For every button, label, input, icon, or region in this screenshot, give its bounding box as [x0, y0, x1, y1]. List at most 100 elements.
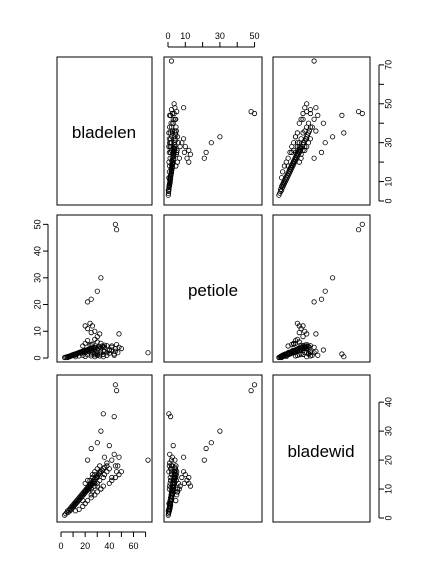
- point-bladelen-vs-petiole-94: [187, 148, 191, 152]
- left-axis-petiole-label-1: 10: [32, 326, 42, 336]
- point-bladewid-vs-bladelen-100: [89, 446, 93, 450]
- point-bladelen-vs-petiole-104: [249, 109, 253, 113]
- point-bladelen-vs-petiole-105: [169, 59, 173, 63]
- point-bladelen-vs-bladewid-77: [306, 121, 310, 125]
- diag-label-bladelen: bladelen: [72, 123, 136, 142]
- point-bladelen-vs-bladewid-107: [342, 131, 346, 135]
- point-bladelen-vs-petiole-80: [177, 156, 181, 160]
- point-bladelen-vs-bladewid-100: [319, 150, 323, 154]
- diag-label-petiole: petiole: [188, 281, 238, 300]
- point-bladelen-vs-petiole-92: [185, 156, 189, 160]
- point-bladewid-vs-petiole-99: [202, 458, 206, 462]
- point-bladewid-vs-bladelen-66: [101, 484, 105, 488]
- point-bladelen-vs-bladewid-102: [330, 135, 334, 139]
- point-petiole-vs-bladelen-80: [85, 338, 89, 342]
- point-bladelen-vs-petiole-106: [181, 106, 185, 110]
- point-bladewid-vs-petiole-102: [218, 429, 222, 433]
- bottom-axis-bladelen-label-4: 40: [104, 541, 114, 551]
- point-petiole-vs-bladelen-94: [90, 324, 94, 328]
- top-axis-petiole-label-1: 10: [180, 31, 190, 41]
- point-petiole-vs-bladewid-101: [323, 289, 327, 293]
- point-bladelen-vs-bladewid-113: [312, 117, 316, 121]
- point-bladewid-vs-bladelen-104: [114, 388, 118, 392]
- point-bladewid-vs-bladelen-110: [112, 452, 116, 456]
- bottom-axis-bladelen-label-0: 0: [58, 541, 63, 551]
- point-bladewid-vs-bladelen-117: [95, 467, 99, 471]
- point-petiole-vs-bladelen-102: [99, 276, 103, 280]
- point-bladewid-vs-petiole-103: [252, 383, 256, 387]
- point-bladelen-vs-petiole-98: [182, 150, 186, 154]
- point-bladewid-vs-bladelen-76: [105, 470, 109, 474]
- right-axis-bladelen-label-3: 30: [383, 138, 393, 148]
- diag-label-bladewid: bladewid: [287, 442, 354, 461]
- point-petiole-vs-bladelen-79: [83, 341, 87, 345]
- panel-border-petiole-bladewid: [273, 215, 370, 362]
- point-petiole-vs-bladelen-100: [89, 297, 93, 301]
- left-axis-petiole-label-5: 50: [32, 219, 42, 229]
- point-bladewid-vs-bladelen-102: [99, 429, 103, 433]
- right-axis-bladewid-label-0: 0: [383, 515, 393, 520]
- right-axis-bladewid-label-4: 40: [383, 397, 393, 407]
- point-bladewid-vs-petiole-104: [249, 388, 253, 392]
- point-bladewid-vs-petiole-110: [168, 452, 172, 456]
- panel-border-bladewid-petiole: [164, 375, 262, 522]
- point-petiole-vs-bladelen-91: [83, 324, 87, 328]
- point-petiole-vs-bladewid-103: [360, 222, 364, 226]
- point-bladewid-vs-bladelen-112: [119, 470, 123, 474]
- point-petiole-vs-bladewid-102: [330, 276, 334, 280]
- point-bladewid-vs-bladelen-67: [107, 481, 111, 485]
- point-bladewid-vs-bladelen-70: [117, 472, 121, 476]
- point-bladelen-vs-bladewid-101: [323, 141, 327, 145]
- point-bladelen-vs-petiole-99: [202, 156, 206, 160]
- point-petiole-vs-bladelen-92: [85, 326, 89, 330]
- top-axis-petiole-label-5: 50: [250, 31, 260, 41]
- left-axis-petiole-label-3: 30: [32, 273, 42, 283]
- point-bladelen-vs-bladewid-115: [314, 129, 318, 133]
- point-bladewid-vs-bladelen-84: [99, 487, 103, 491]
- point-bladelen-vs-bladewid-105: [312, 59, 316, 63]
- point-bladewid-vs-bladelen-115: [102, 455, 106, 459]
- point-petiole-vs-bladelen-93: [88, 321, 92, 325]
- point-petiole-vs-bladelen-85: [81, 344, 85, 348]
- point-petiole-vs-bladewid-108: [321, 348, 325, 352]
- point-bladewid-vs-bladelen-106: [117, 455, 121, 459]
- top-axis-petiole-label-3: 30: [215, 31, 225, 41]
- point-petiole-vs-bladelen-105: [146, 351, 150, 355]
- point-bladewid-vs-petiole-108: [171, 443, 175, 447]
- point-bladelen-vs-petiole-100: [204, 150, 208, 154]
- right-axis-bladewid-label-1: 10: [383, 484, 393, 494]
- point-bladewid-vs-bladelen-91: [83, 481, 87, 485]
- bottom-axis-bladelen-label-2: 20: [80, 541, 90, 551]
- point-bladelen-vs-bladewid-106: [314, 106, 318, 110]
- point-bladewid-vs-bladelen-60: [83, 501, 87, 505]
- point-petiole-vs-bladelen-97: [98, 332, 102, 336]
- point-bladelen-vs-petiole-95: [183, 144, 187, 148]
- point-bladewid-vs-petiole-106: [181, 455, 185, 459]
- point-bladewid-vs-bladelen-103: [113, 383, 117, 387]
- point-bladewid-vs-petiole-115: [170, 455, 174, 459]
- top-axis-petiole-label-0: 0: [165, 31, 170, 41]
- point-bladewid-vs-petiole-100: [204, 446, 208, 450]
- point-bladewid-vs-bladelen-101: [95, 441, 99, 445]
- point-petiole-vs-bladelen-82: [93, 337, 97, 341]
- point-bladewid-vs-petiole-98: [182, 481, 186, 485]
- point-bladelen-vs-bladewid-109: [340, 113, 344, 117]
- point-petiole-vs-bladelen-96: [95, 334, 99, 338]
- point-petiole-vs-bladelen-90: [114, 342, 118, 346]
- point-bladelen-vs-bladewid-108: [321, 121, 325, 125]
- point-bladewid-vs-petiole-85: [174, 498, 178, 502]
- point-petiole-vs-bladewid-100: [319, 297, 323, 301]
- point-bladelen-vs-bladewid-104: [356, 109, 360, 113]
- right-axis-bladelen-label-0: 0: [383, 198, 393, 203]
- point-petiole-vs-bladewid-106: [314, 332, 318, 336]
- point-petiole-vs-bladewid-104: [356, 228, 360, 232]
- point-bladewid-vs-bladelen-59: [81, 504, 85, 508]
- point-bladelen-vs-bladewid-110: [316, 113, 320, 117]
- bottom-axis-bladelen-label-6: 60: [128, 541, 138, 551]
- point-bladewid-vs-bladelen-109: [112, 414, 116, 418]
- point-bladewid-vs-bladelen-114: [105, 461, 109, 465]
- point-bladelen-vs-bladewid-61: [286, 156, 290, 160]
- point-petiole-vs-bladelen-103: [113, 222, 117, 226]
- point-bladewid-vs-petiole-96: [180, 475, 184, 479]
- point-bladewid-vs-bladelen-113: [110, 458, 114, 462]
